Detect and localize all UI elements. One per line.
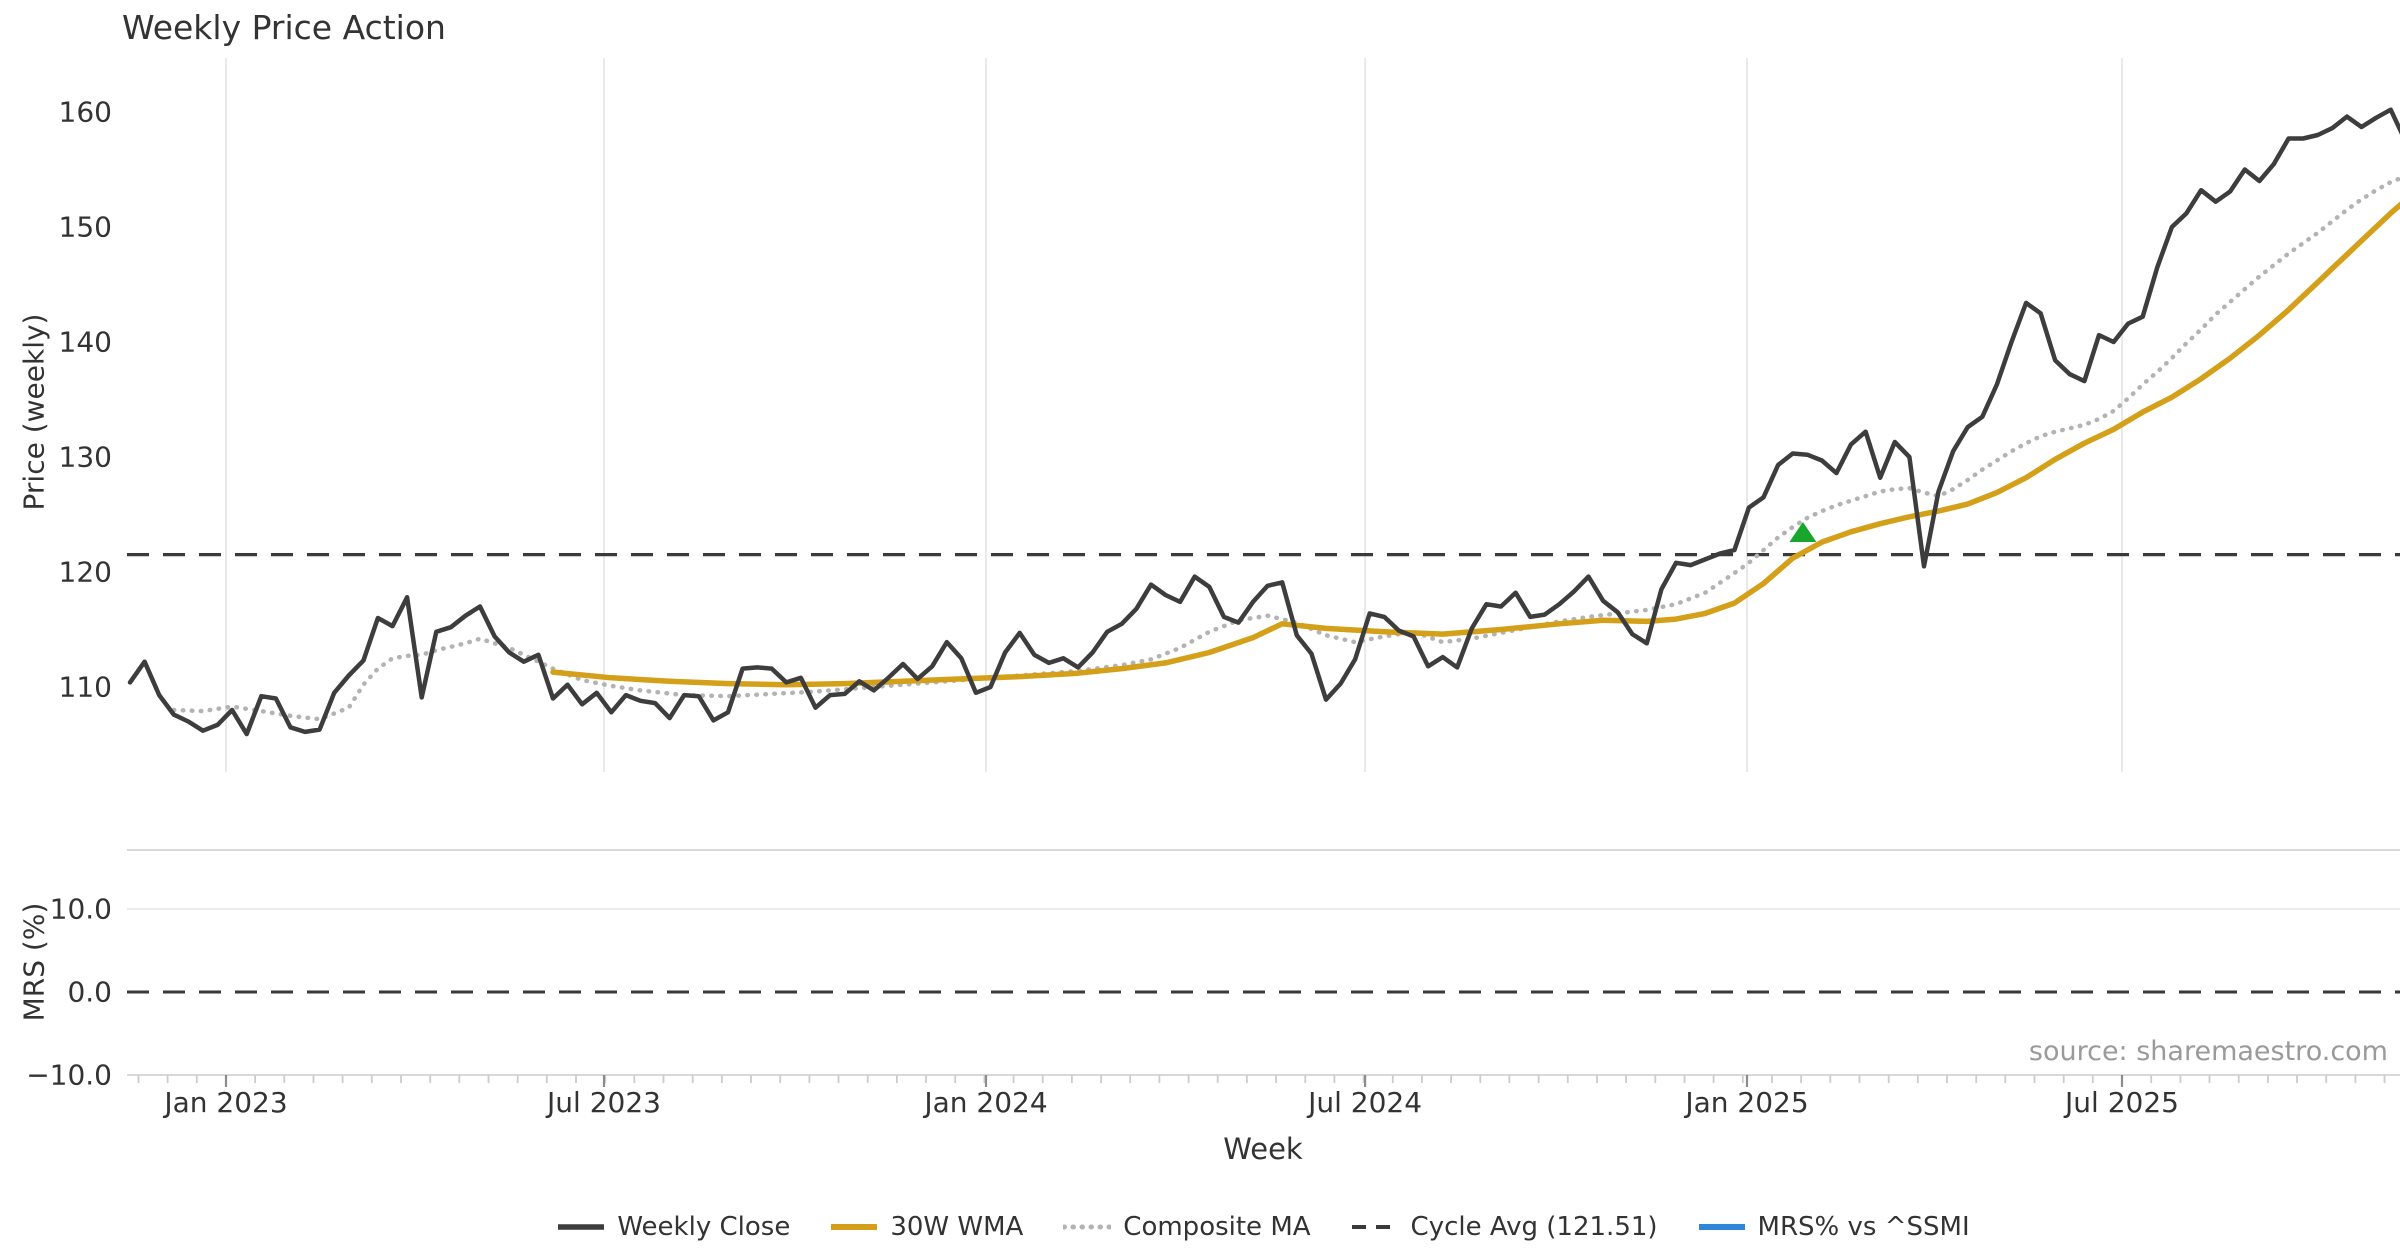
wma-line-swatch-icon xyxy=(831,1224,878,1230)
wma-30w-line xyxy=(550,201,2400,688)
composite-ma-line-swatch-icon xyxy=(1063,1224,1112,1230)
legend-label: Cycle Avg (121.51) xyxy=(1410,1212,1658,1242)
x-tick-label: Jan 2024 xyxy=(922,1086,1047,1119)
legend-item-composite-ma: Composite MA xyxy=(1063,1212,1311,1242)
mrs-y-tick-label: 10.0 xyxy=(50,893,112,926)
x-axis-title: Week xyxy=(1223,1132,1303,1166)
mrs-y-tick-label: −10.0 xyxy=(26,1059,112,1092)
price-y-tick-label: 140 xyxy=(59,326,112,359)
legend-item-30w-wma: 30W WMA xyxy=(830,1212,1023,1242)
price-y-tick-label: 150 xyxy=(59,211,112,244)
price-y-tick-label: 130 xyxy=(59,441,112,474)
price-y-tick-label: 110 xyxy=(59,671,112,704)
legend-item-cycle-avg: Cycle Avg (121.51) xyxy=(1351,1212,1658,1242)
buy-signal-triangle-icon xyxy=(1789,522,1817,543)
x-tick-label: Jan 2023 xyxy=(162,1086,287,1119)
chart-legend: Weekly Close 30W WMA Composite MA Cycle … xyxy=(127,1212,2400,1242)
x-tick-label: Jul 2023 xyxy=(545,1086,661,1119)
price-y-tick-label: 160 xyxy=(59,96,112,129)
mrs-y-tick-label: 0.0 xyxy=(67,976,112,1009)
legend-item-mrs: MRS% vs ^SSMI xyxy=(1698,1212,1970,1242)
cycle-avg-line-swatch-icon xyxy=(1351,1225,1398,1229)
x-tick-label: Jan 2025 xyxy=(1683,1086,1808,1119)
legend-label: 30W WMA xyxy=(890,1212,1024,1242)
mrs-line-swatch-icon xyxy=(1698,1224,1745,1230)
legend-label: MRS% vs ^SSMI xyxy=(1757,1212,1970,1242)
x-tick-label: Jul 2025 xyxy=(2063,1086,2179,1119)
x-tick-label: Jul 2024 xyxy=(1306,1086,1422,1119)
legend-label: Composite MA xyxy=(1123,1212,1311,1242)
legend-item-weekly-close: Weekly Close xyxy=(557,1212,790,1242)
page-title: Weekly Price Action xyxy=(122,8,446,47)
source-attribution: source: sharemaestro.com xyxy=(2028,1036,2388,1067)
weekly-close-line xyxy=(127,107,2400,737)
legend-label: Weekly Close xyxy=(617,1212,791,1242)
price-y-tick-label: 120 xyxy=(59,556,112,589)
composite-ma-line xyxy=(171,176,2400,722)
weekly-close-line-swatch-icon xyxy=(558,1224,605,1230)
